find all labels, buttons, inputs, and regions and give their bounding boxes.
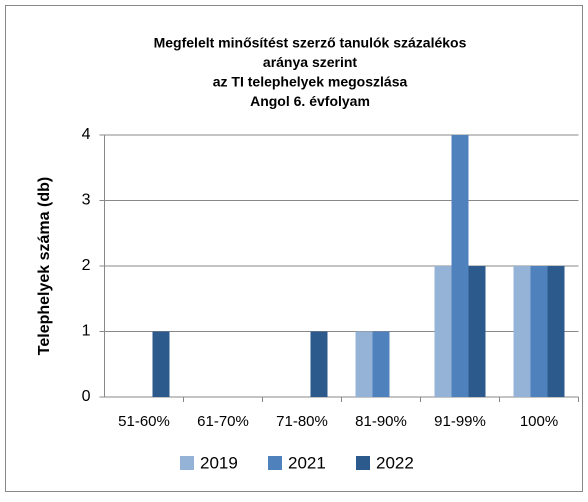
y-tick-label: 0 [82, 388, 91, 405]
legend-label: 2019 [200, 453, 238, 472]
y-tick-label: 2 [82, 257, 91, 274]
x-tick-label: 51-60% [118, 413, 170, 430]
x-tick-label: 71-80% [276, 413, 328, 430]
bar [310, 331, 328, 397]
y-tick-label: 4 [82, 126, 91, 143]
chart-frame [5, 5, 583, 492]
bar [513, 266, 531, 397]
bar [530, 266, 548, 397]
x-tick-label: 61-70% [197, 413, 249, 430]
bar [434, 266, 452, 397]
bar [451, 135, 469, 397]
chart-title: az TI telephelyek megoszlása [213, 74, 408, 90]
legend-label: 2022 [376, 453, 414, 472]
bar [547, 266, 565, 397]
bar [152, 331, 170, 397]
bar [355, 331, 373, 397]
chart-title: Megfelelt minősítést szerző tanulók száz… [154, 35, 467, 51]
y-tick-label: 1 [82, 323, 91, 340]
legend-swatch [268, 456, 282, 470]
legend-label: 2021 [288, 453, 326, 472]
bar [372, 331, 390, 397]
chart-title: aránya szerint [263, 54, 357, 70]
chart-title: Angol 6. évfolyam [250, 93, 370, 109]
x-tick-label: 81-90% [355, 413, 407, 430]
x-tick-label: 91-99% [434, 413, 486, 430]
legend-swatch [180, 456, 194, 470]
y-tick-label: 3 [82, 192, 91, 209]
x-tick-label: 100% [520, 413, 558, 430]
legend-swatch [356, 456, 370, 470]
y-axis-label: Telephelyek száma (db) [36, 177, 53, 355]
bar [468, 266, 486, 397]
